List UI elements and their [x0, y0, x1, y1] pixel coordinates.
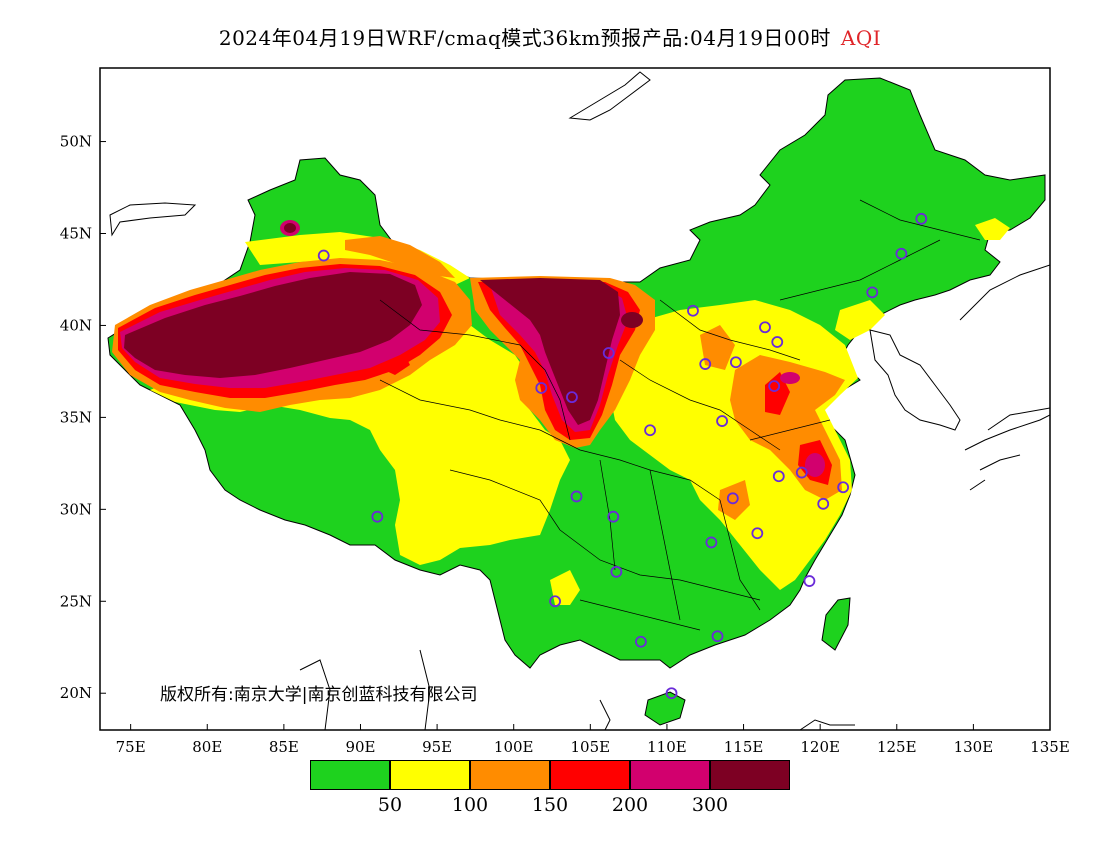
station-marker — [895, 247, 908, 260]
aqi-map: 75E 80E 85E 90E 95E 100E 105E 110E 115E 120E 125E 1… — [60, 67, 1070, 756]
legend-swatch-good — [310, 760, 390, 790]
station-marker — [566, 391, 578, 404]
lon-tick-label: 85E — [269, 738, 299, 756]
station-marker — [711, 630, 724, 643]
lat-tick-label: 25N — [60, 592, 92, 610]
lat-tick-label: 30N — [60, 500, 92, 518]
aqi-hotspot-shanghai — [805, 453, 825, 477]
station-marker — [570, 490, 583, 503]
station-marker — [837, 481, 850, 494]
lon-tick-label: 90E — [345, 738, 375, 756]
title-main: 2024年04月19日WRF/cmaq模式36km预报产品:04月19日00时 — [218, 26, 831, 50]
neighbor-coastlines — [109, 71, 1050, 730]
lon-tick-label: 130E — [954, 738, 994, 756]
map-title: 2024年04月19日WRF/cmaq模式36km预报产品:04月19日00时 A… — [0, 22, 1100, 51]
station-marker — [644, 424, 656, 437]
legend-label-300: 300 — [691, 794, 729, 816]
station-marker — [535, 382, 548, 394]
legend-swatch-hazardous — [710, 760, 790, 790]
station-marker — [634, 635, 647, 648]
legend-label-200: 200 — [611, 794, 649, 816]
lon-tick-label: 135E — [1030, 738, 1070, 756]
lon-tick-label: 125E — [877, 738, 917, 756]
station-marker — [729, 356, 742, 369]
legend-label-150: 150 — [531, 794, 569, 816]
lat-tick-label: 50N — [60, 133, 92, 151]
aqi-hotspot-xinjiang — [284, 223, 296, 233]
legend-swatch-unhealthy — [550, 760, 630, 790]
station-marker — [602, 347, 615, 359]
aqi-hotspot-beijing-west — [621, 312, 643, 328]
legend-swatch-very-unhealthy — [630, 760, 710, 790]
lat-tick-label: 35N — [60, 408, 92, 426]
station-marker — [915, 212, 928, 225]
lon-tick-label: 100E — [494, 738, 534, 756]
station-marker — [665, 687, 678, 700]
monitoring-stations — [317, 212, 928, 700]
station-marker — [726, 492, 739, 505]
station-marker — [772, 470, 785, 483]
aqi-region-moderate-liaoning — [835, 300, 885, 340]
station-marker — [607, 510, 620, 523]
station-marker — [768, 380, 781, 393]
station-marker — [751, 527, 764, 540]
lon-tick-label: 80E — [192, 738, 222, 756]
station-marker — [866, 286, 879, 299]
hainan-island — [644, 691, 686, 726]
station-marker — [610, 565, 623, 578]
latitude-axis: 50N 45N 40N 35N 30N 25N 20N — [60, 133, 106, 702]
aqi-region-usg-hubei — [718, 480, 750, 520]
aqi-region-usg-north — [345, 236, 455, 278]
station-marker — [759, 321, 771, 334]
aqi-region-usg-shanxi — [700, 325, 735, 370]
lat-tick-label: 20N — [60, 684, 92, 702]
taiwan-island — [821, 597, 851, 651]
aqi-region-hazardous-taklamakan — [124, 272, 422, 378]
station-marker — [317, 249, 330, 262]
station-marker — [771, 336, 784, 348]
station-marker — [699, 358, 712, 370]
legend-swatch-usg — [470, 760, 550, 790]
lat-tick-label: 40N — [60, 316, 92, 334]
longitude-axis: 75E 80E 85E 90E 95E 100E 105E 110E 115E 120E 125E 1… — [116, 724, 1070, 756]
aqi-hotspot-shandong — [780, 372, 800, 384]
province-boundaries — [379, 199, 981, 631]
legend-label-50: 50 — [377, 794, 403, 816]
map-frame-border — [99, 67, 1051, 731]
lon-tick-label: 115E — [724, 738, 764, 756]
station-marker — [803, 575, 816, 587]
station-marker — [817, 497, 830, 510]
station-marker — [705, 536, 718, 549]
legend-label-100: 100 — [451, 794, 489, 816]
lon-tick-label: 95E — [422, 738, 452, 756]
station-marker — [371, 510, 384, 523]
station-marker — [716, 415, 728, 427]
lon-tick-label: 75E — [116, 738, 146, 756]
aqi-region-moderate-ne — [975, 218, 1010, 240]
lat-tick-label: 45N — [60, 225, 92, 243]
title-product: AQI — [840, 26, 882, 50]
lon-tick-label: 120E — [800, 738, 840, 756]
lon-tick-label: 110E — [647, 738, 687, 756]
lon-tick-label: 105E — [571, 738, 611, 756]
legend-swatch-moderate — [390, 760, 470, 790]
copyright-notice: 版权所有:南京大学|南京创蓝科技有限公司 — [160, 685, 478, 705]
station-marker — [795, 466, 808, 479]
station-marker — [687, 304, 699, 317]
station-marker — [549, 595, 561, 608]
aqi-region-hazardous-inner-mongolia — [480, 278, 620, 425]
